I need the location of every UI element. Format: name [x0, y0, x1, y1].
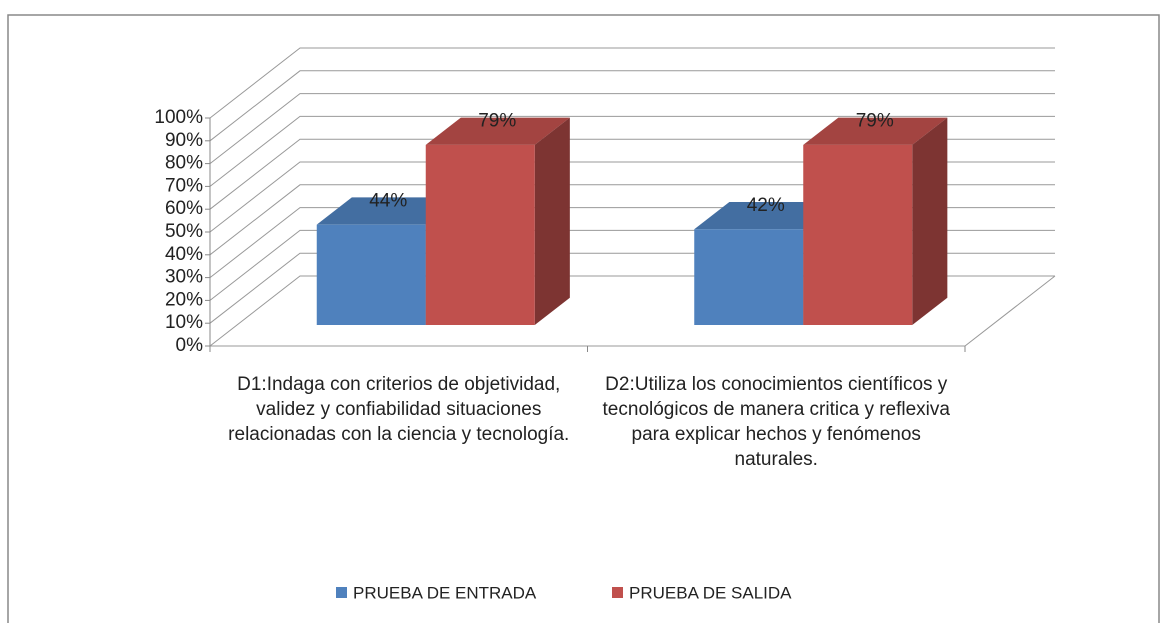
data-label: 44% [369, 190, 407, 211]
legend-label: PRUEBA DE SALIDA [629, 583, 792, 602]
frame [7, 14, 1160, 623]
y-tick-label: 100% [154, 107, 203, 128]
grid-line [209, 47, 1055, 119]
y-tick-label: 10% [165, 312, 203, 333]
bar [316, 224, 426, 325]
bar-side [912, 117, 948, 325]
bar [803, 144, 913, 325]
bar-top [694, 201, 839, 230]
y-tick-label: 70% [165, 175, 203, 196]
y-tick-label: 60% [165, 198, 203, 219]
legend-swatch [336, 587, 347, 598]
y-tick-label: 50% [165, 221, 203, 242]
bar [425, 144, 535, 325]
x-tick-label: D2:Utiliza los conocimientos científicos… [602, 374, 950, 470]
bar-top [316, 197, 461, 225]
legend-label: PRUEBA DE ENTRADA [353, 583, 537, 602]
y-tick-label: 90% [165, 130, 203, 151]
bar-side [534, 117, 570, 325]
data-label: 42% [747, 195, 785, 216]
y-tick-label: 20% [165, 289, 203, 310]
bar-top [425, 117, 570, 145]
data-label: 79% [856, 111, 894, 132]
grid-line [209, 138, 1055, 210]
legend-swatch [612, 587, 623, 598]
grid-line [209, 70, 1055, 142]
grid-line [209, 93, 1055, 164]
y-tick-label: 0% [176, 335, 204, 356]
data-label: 79% [478, 111, 516, 132]
y-tick-label: 40% [165, 244, 203, 265]
x-tick-label: D1:Indaga con criterios de objetividad, … [228, 374, 570, 445]
bar [694, 229, 804, 325]
y-tick-label: 30% [165, 267, 203, 288]
y-tick-label: 80% [165, 153, 203, 174]
bar-top [803, 117, 948, 145]
grid-line [209, 115, 1055, 187]
